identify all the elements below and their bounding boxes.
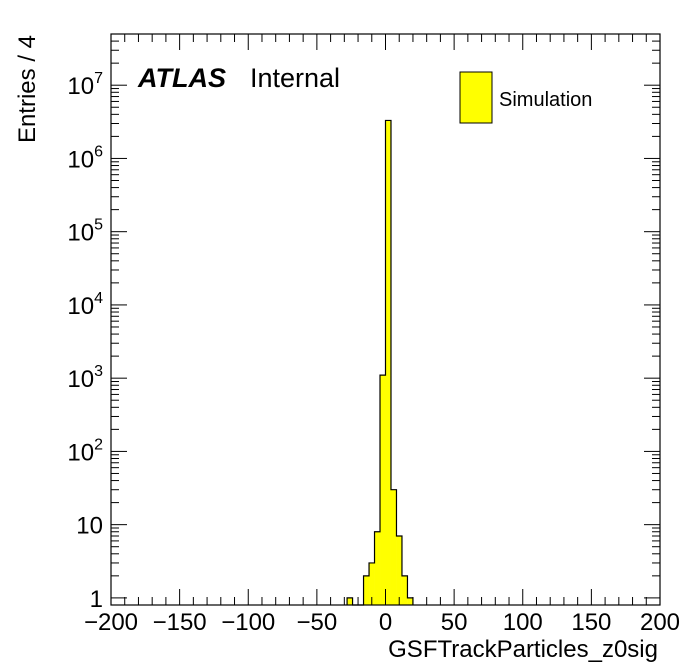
histogram-bar [380,375,386,605]
y-axis-title: Entries / 4 [14,35,41,143]
histogram-bar [347,597,353,605]
x-tick-label: 100 [503,609,543,636]
x-tick-label: 150 [571,609,611,636]
y-tick-label: 1 [90,586,103,613]
x-tick-labels: −200 −150 −100 −50 0 50 100 150 200 [84,609,680,636]
histogram-bar [401,575,408,605]
x-tick-label: 50 [441,609,468,636]
y-tick-label: 102 [67,436,103,466]
y-tick-labels: 1 10 102 103 104 105 106 107 [67,70,103,613]
histogram-bar [369,562,375,605]
y-tick-label: 10 [76,513,103,540]
histogram-outline [346,119,414,606]
histogram-bar [407,597,413,605]
x-tick-label: 0 [379,609,392,636]
histogram-bar [396,536,402,605]
y-tick-label: 105 [67,217,103,247]
x-tick-label: −50 [297,609,338,636]
x-tick-label: −100 [221,609,275,636]
axis-ticks [110,33,661,605]
y-tick-label: 106 [67,143,103,173]
x-tick-label: −200 [84,609,138,636]
atlas-label: ATLAS [137,63,226,93]
y-tick-label: 103 [67,363,103,393]
histogram-bars [346,119,414,606]
histogram-bar [363,575,370,605]
internal-label: Internal [250,63,340,93]
histogram-bar [385,120,391,605]
x-axis-title: GSFTrackParticles_z0sig [388,636,658,663]
y-tick-label: 107 [67,70,103,100]
legend-swatch [459,71,493,124]
x-tick-label: −150 [153,609,207,636]
legend-label-simulation: Simulation [499,89,592,111]
y-tick-label: 104 [67,290,103,320]
x-tick-label: 200 [640,609,680,636]
histogram-bar [374,531,381,605]
histogram-bar [390,489,397,605]
